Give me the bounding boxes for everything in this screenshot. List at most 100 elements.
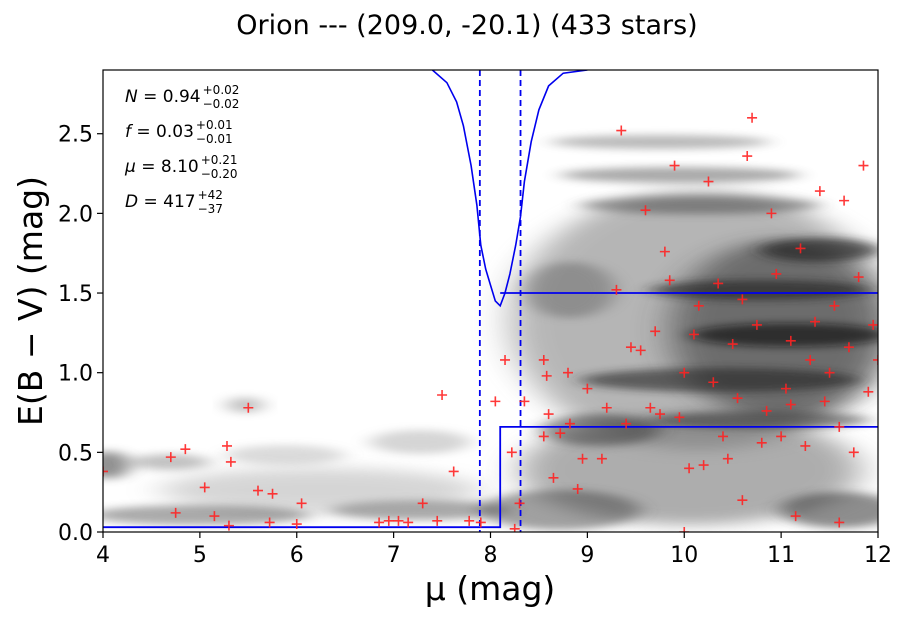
star-marker — [635, 345, 646, 356]
star-marker — [814, 186, 825, 197]
star-marker — [555, 428, 566, 439]
star-marker — [834, 517, 845, 528]
star-marker — [747, 112, 758, 123]
star-marker — [659, 246, 670, 257]
star-marker — [664, 275, 675, 286]
star-marker — [790, 511, 801, 522]
star-marker — [655, 409, 666, 420]
star-marker — [417, 498, 428, 509]
star-marker — [543, 409, 554, 420]
star-marker — [374, 517, 385, 528]
model-overlay — [103, 70, 878, 532]
star-marker — [222, 440, 232, 451]
star-marker — [577, 453, 588, 464]
density-blob — [580, 196, 820, 214]
star-marker — [572, 483, 583, 494]
star-marker — [548, 472, 559, 483]
star-marker — [756, 437, 767, 448]
star-marker — [863, 386, 874, 397]
fit-parameter: D = 417 — [125, 192, 196, 212]
fit-parameter-upper-error: +42 — [198, 188, 223, 202]
star-marker — [868, 319, 878, 330]
x-tick-label: 12 — [864, 543, 892, 568]
probability-curve — [431, 70, 588, 308]
density-blob — [540, 414, 660, 446]
star-marker — [674, 412, 685, 423]
star-marker — [180, 444, 191, 455]
star-marker — [785, 335, 796, 346]
fit-parameter-lower-error: −0.01 — [196, 132, 233, 146]
star-marker — [829, 300, 840, 311]
density-blob — [225, 445, 345, 465]
star-marker — [848, 447, 859, 458]
star-marker — [500, 354, 511, 365]
star-marker — [684, 463, 695, 474]
star-marker — [640, 205, 651, 216]
star-marker — [582, 383, 593, 394]
density-blob — [650, 411, 870, 429]
density-blob — [780, 492, 878, 528]
star-marker — [824, 367, 835, 378]
star-marker — [679, 367, 690, 378]
density-blob — [525, 262, 615, 318]
star-marker — [506, 447, 517, 458]
star-marker — [616, 125, 627, 136]
star-marker — [541, 370, 552, 381]
star-marker — [688, 329, 699, 340]
star-markers — [103, 112, 878, 532]
density-blob — [103, 505, 310, 525]
star-marker — [448, 466, 459, 477]
density-blob — [690, 323, 878, 347]
x-tick-label: 8 — [484, 543, 498, 568]
star-marker — [509, 523, 520, 532]
star-marker — [819, 396, 830, 407]
star-marker — [225, 456, 236, 467]
star-marker — [669, 160, 680, 171]
star-marker — [393, 515, 404, 526]
x-tick-label: 4 — [96, 543, 110, 568]
star-marker — [718, 431, 728, 442]
density-blob — [370, 430, 470, 454]
y-tick-label: 0.0 — [58, 521, 93, 546]
star-marker — [209, 511, 220, 522]
star-marker — [645, 402, 656, 413]
density-blob — [227, 397, 263, 413]
star-marker — [795, 243, 806, 254]
star-marker — [805, 354, 816, 365]
density-blob — [550, 135, 770, 149]
star-marker — [475, 517, 486, 528]
star-marker — [776, 431, 787, 442]
star-marker — [858, 160, 869, 171]
star-marker — [727, 339, 738, 350]
density-blob — [760, 238, 878, 262]
star-marker — [383, 515, 394, 526]
star-marker — [810, 316, 821, 327]
y-tick-label: 1.5 — [58, 282, 93, 307]
fit-parameter-lower-error: −0.02 — [203, 97, 240, 111]
x-axis: 4 5 6 7 8 9 10 11 12 — [96, 532, 892, 568]
star-marker — [834, 421, 845, 432]
fit-parameter-upper-error: +0.02 — [203, 83, 240, 97]
star-marker — [843, 342, 854, 353]
star-marker — [737, 294, 748, 305]
star-marker — [564, 418, 575, 429]
density-blob — [560, 167, 800, 183]
star-marker — [464, 515, 475, 526]
star-marker — [698, 460, 709, 471]
star-marker — [243, 402, 254, 413]
x-tick-label: 11 — [767, 543, 795, 568]
star-marker — [771, 268, 782, 279]
fit-parameter-lower-error: −0.20 — [201, 167, 238, 181]
x-tick-label: 7 — [387, 543, 401, 568]
star-marker — [538, 431, 549, 442]
fit-parameter-lower-error: −37 — [198, 202, 223, 216]
star-marker — [514, 498, 525, 509]
star-marker — [679, 527, 690, 532]
star-marker — [432, 515, 443, 526]
y-tick-label: 0.5 — [58, 441, 93, 466]
star-marker — [490, 396, 501, 407]
star-marker — [800, 440, 811, 451]
x-tick-label: 6 — [290, 543, 304, 568]
star-marker — [722, 453, 733, 464]
